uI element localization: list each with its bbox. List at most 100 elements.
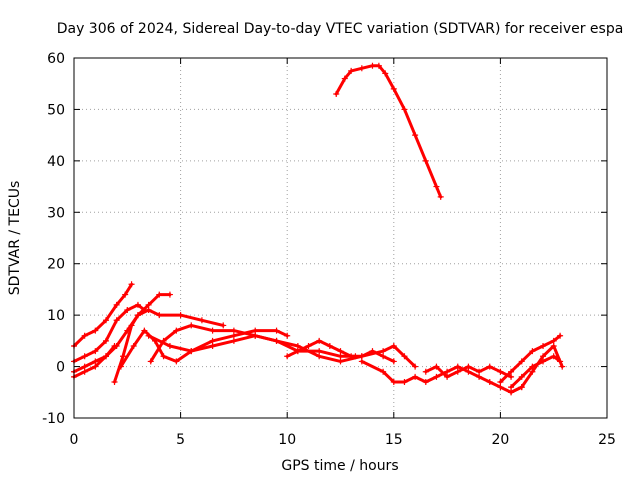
series-pass-m — [497, 332, 564, 385]
data-point — [476, 373, 483, 380]
data-point — [380, 353, 387, 360]
series-pass-j — [333, 62, 444, 200]
data-point — [375, 62, 382, 69]
data-point — [454, 363, 461, 370]
data-point — [198, 317, 205, 324]
data-point — [209, 327, 216, 334]
data-point — [382, 70, 389, 77]
data-point — [316, 337, 323, 344]
data-point — [333, 91, 340, 97]
data-point — [518, 358, 525, 365]
x-tick-label: 25 — [598, 432, 616, 448]
data-point — [508, 373, 515, 380]
data-point — [497, 368, 504, 375]
data-point — [508, 368, 515, 375]
y-tick-label: 10 — [47, 308, 65, 324]
y-tick-label: -10 — [42, 411, 65, 427]
data-point — [433, 183, 440, 190]
data-point — [437, 193, 444, 200]
data-point — [102, 353, 109, 360]
series-line — [149, 323, 357, 363]
data-point — [508, 384, 515, 391]
data-point — [316, 348, 323, 355]
data-point — [188, 348, 195, 355]
data-point — [166, 343, 173, 349]
series-pass-e — [111, 307, 227, 385]
data-point — [102, 317, 109, 324]
y-axis-label: SDTVAR / TECUs — [7, 181, 23, 296]
data-point — [390, 379, 397, 385]
data-point — [166, 291, 173, 298]
series-pass-o — [508, 343, 566, 396]
data-point — [252, 327, 259, 334]
data-point — [390, 85, 397, 92]
data-point — [188, 322, 195, 329]
data-point — [508, 389, 515, 396]
data-point — [92, 327, 99, 334]
data-point — [81, 368, 88, 375]
data-point — [550, 343, 557, 349]
data-point — [145, 332, 152, 339]
data-point — [326, 343, 333, 349]
data-point — [529, 348, 536, 355]
data-point — [476, 368, 483, 375]
data-point — [92, 348, 99, 355]
data-point — [92, 363, 99, 370]
series-line — [72, 303, 146, 363]
y-tick-label: 20 — [47, 257, 65, 273]
x-tick-label: 15 — [385, 432, 403, 448]
data-point — [540, 343, 547, 349]
data-point — [358, 65, 365, 72]
series-line — [509, 344, 564, 394]
data-point — [92, 358, 99, 365]
series-pass-l — [422, 363, 515, 380]
data-point — [337, 348, 344, 355]
data-point — [390, 343, 397, 349]
data-point — [209, 337, 216, 344]
data-point — [518, 373, 525, 380]
data-point — [294, 348, 301, 355]
data-point — [81, 332, 88, 339]
series-pass-a — [71, 281, 135, 349]
data-point — [81, 353, 88, 360]
data-point — [173, 358, 180, 365]
data-point — [145, 307, 152, 313]
data-point — [160, 353, 167, 360]
data-point — [433, 363, 440, 370]
data-point — [130, 343, 137, 349]
data-point — [550, 353, 557, 360]
data-point — [284, 353, 291, 360]
tick-layer: 0 5 10 15 20 25 -10 0 10 20 30 40 50 60 — [42, 51, 616, 448]
series-pass-k — [358, 358, 525, 396]
data-point — [337, 358, 344, 365]
data-point — [401, 379, 408, 385]
series-pass-h — [145, 332, 419, 370]
data-point — [412, 132, 419, 139]
data-point — [230, 332, 237, 339]
data-point — [111, 343, 118, 349]
series-pass-i — [284, 337, 397, 365]
data-point — [141, 327, 148, 334]
data-point — [444, 373, 451, 380]
data-point — [81, 363, 88, 370]
series-pass-n — [508, 353, 564, 391]
data-point — [557, 332, 564, 339]
data-point — [433, 373, 440, 380]
x-tick-label: 20 — [491, 432, 509, 448]
y-tick-label: 0 — [56, 360, 65, 376]
data-point — [294, 343, 301, 349]
data-point — [358, 358, 365, 365]
data-point — [252, 332, 259, 339]
data-point — [348, 67, 355, 74]
data-point — [305, 343, 312, 349]
y-tick-label: 30 — [47, 205, 65, 221]
data-point — [147, 358, 154, 365]
x-tick-label: 10 — [278, 432, 296, 448]
data-point — [444, 368, 451, 375]
data-point — [422, 157, 429, 164]
x-tick-label: 5 — [176, 432, 185, 448]
data-point — [273, 337, 280, 344]
data-point — [497, 379, 504, 385]
data-point — [348, 353, 355, 360]
